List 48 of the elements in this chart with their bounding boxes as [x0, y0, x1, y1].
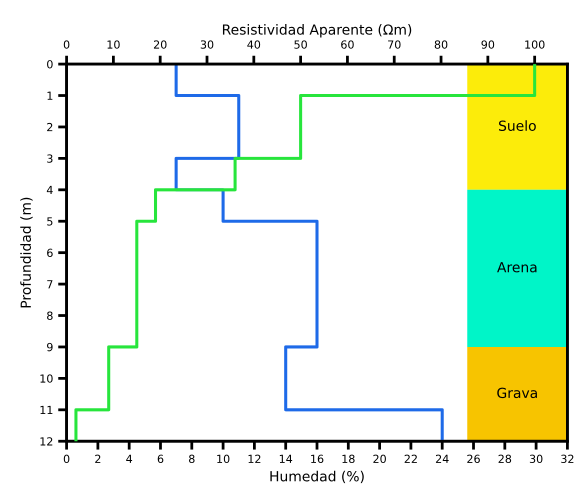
x2-tick-label: 0 — [64, 40, 70, 49]
x-tick-label: 8 — [189, 454, 195, 464]
band-label: Suelo — [498, 120, 536, 131]
x-tick-label: 32 — [561, 454, 574, 464]
y-tick-label: 9 — [47, 342, 53, 352]
x-tick-label: 30 — [530, 454, 542, 464]
y-tick-label: 8 — [47, 311, 53, 320]
y-tick-label: 11 — [40, 406, 52, 414]
x2-tick-label: 50 — [294, 40, 307, 49]
band-label: Grava — [497, 388, 537, 398]
y-tick-label: 0 — [47, 60, 53, 68]
y-tick-label: 5 — [47, 217, 52, 226]
line-series — [174, 64, 444, 442]
x-tick-label: 10 — [217, 454, 230, 464]
y-tick-label: 1 — [48, 92, 52, 100]
x2-tick-label: 60 — [341, 40, 354, 49]
x-tick-label: 16 — [311, 454, 324, 464]
x2-tick-label: 70 — [388, 40, 401, 49]
x-tick-label: 2 — [95, 454, 100, 463]
x-tick-label: 18 — [342, 454, 355, 464]
x-tick-label: 6 — [158, 454, 164, 464]
band-label: Arena — [497, 262, 536, 272]
y-tick-label: 10 — [40, 374, 53, 383]
x2-tick-label: 80 — [434, 40, 448, 49]
x-tick-label: 0 — [64, 454, 70, 464]
x-tick-label: 12 — [248, 454, 260, 463]
x-tick-label: 14 — [280, 454, 292, 463]
y-tick-label: 2 — [47, 122, 52, 132]
x2-tick-label: 20 — [154, 40, 167, 49]
x2-tick-label: 10 — [108, 40, 120, 49]
y-tick-label: 6 — [47, 248, 53, 258]
y-tick-label: 12 — [40, 437, 52, 446]
y-tick-label: 7 — [47, 280, 52, 288]
x2-tick-label: 100 — [525, 40, 545, 49]
x2-tick-label: 30 — [200, 40, 214, 49]
x-tick-label: 28 — [498, 454, 512, 464]
x2-tick-label: 90 — [481, 40, 494, 49]
x-tick-label: 24 — [436, 454, 449, 463]
x2-tick-label: 40 — [247, 40, 260, 49]
x-tick-label: 26 — [467, 454, 480, 464]
x-tick-label: 4 — [126, 454, 132, 463]
y-tick-label: 4 — [46, 186, 53, 194]
x-tick-label: 22 — [404, 454, 417, 463]
x-axis-title: Humedad (%) — [270, 470, 364, 484]
x2-axis-title: Resistividad Aparente (Ωm) — [222, 24, 412, 38]
y-tick-label: 3 — [47, 154, 52, 163]
x-tick-label: 20 — [373, 454, 386, 464]
y-axis-title: Profundidad (m) — [20, 198, 33, 308]
